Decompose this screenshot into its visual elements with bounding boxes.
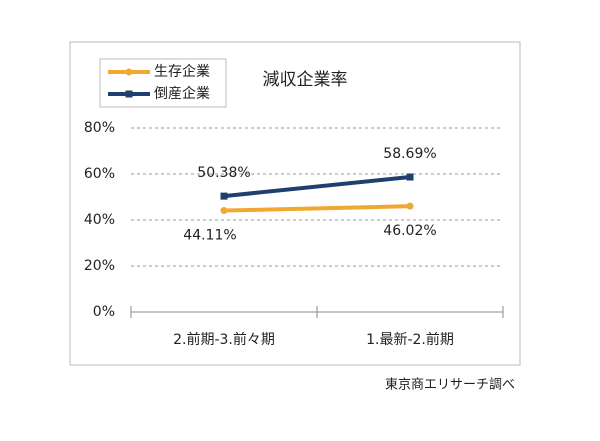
x-tick-label: 1.最新-2.前期	[366, 331, 454, 348]
legend-marker	[125, 90, 133, 98]
point-marker	[406, 173, 414, 181]
legend-label: 生存企業	[154, 63, 210, 80]
x-tick-label: 2.前期-3.前々期	[173, 331, 275, 348]
series-line	[223, 175, 411, 199]
chart-title: 減収企業率	[263, 70, 348, 90]
data-label: 46.02%	[383, 223, 436, 239]
legend-label: 倒産企業	[154, 85, 210, 102]
y-tick-label: 80%	[84, 120, 115, 136]
data-label: 58.69%	[383, 146, 436, 162]
legend-marker	[125, 68, 133, 76]
data-label: 44.11%	[183, 228, 236, 244]
source-note: 東京商エリサーチ調べ	[385, 377, 515, 393]
data-label: 50.38%	[197, 165, 250, 181]
y-tick-label: 40%	[84, 212, 115, 228]
series-line	[223, 204, 411, 213]
y-tick-label: 20%	[84, 258, 115, 274]
legend-box	[99, 58, 227, 108]
point-marker	[406, 202, 414, 210]
point-marker	[220, 207, 228, 215]
y-tick-label: 0%	[93, 304, 115, 320]
point-marker	[220, 192, 228, 200]
y-tick-label: 60%	[84, 166, 115, 182]
